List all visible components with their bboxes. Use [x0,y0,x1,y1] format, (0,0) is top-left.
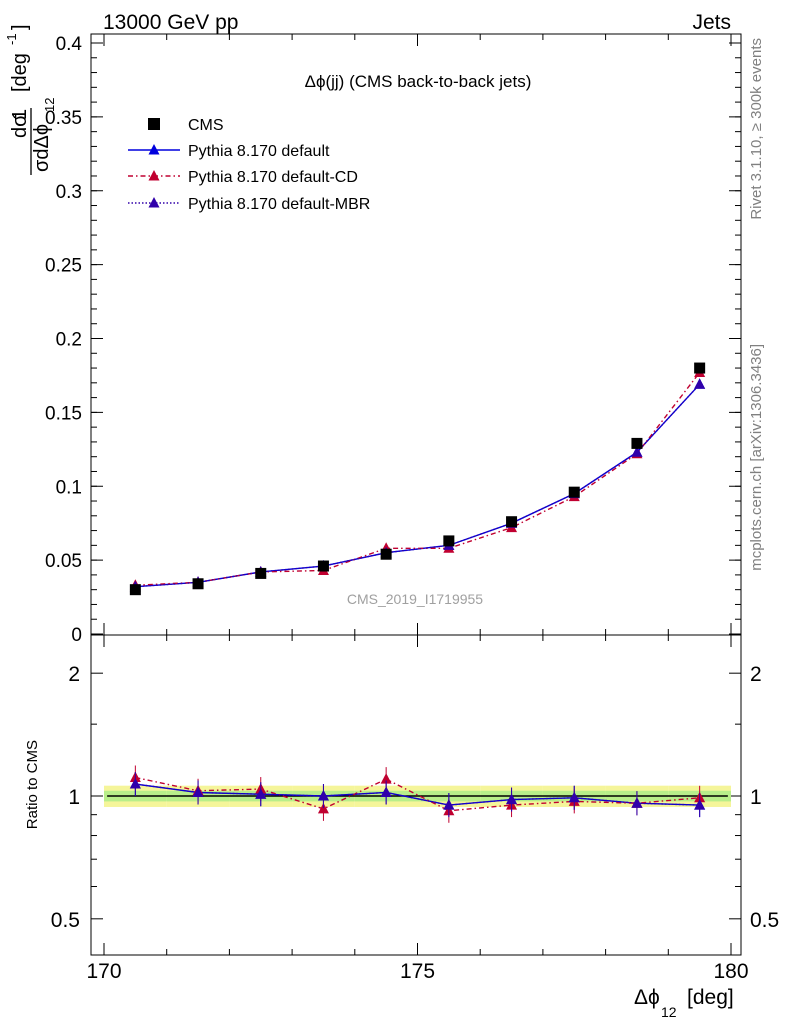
ratio-panel-frame [90,634,742,956]
main-series-line [135,383,701,588]
ratio-y-tick-label-right: 2 [750,663,762,686]
cms-data-point [631,437,643,449]
legend-marker-triangle [148,197,160,208]
y-label-frac-bottom: σdΔϕ [31,124,53,172]
ratio-series-point [255,788,267,799]
ratio-series-point [506,793,518,805]
ratio-y-tick-label-right: 0.5 [750,909,779,932]
cms-data-point [443,535,455,547]
ratio-series-point [129,778,141,789]
cms-data-point [317,560,329,572]
legend: CMS Pythia 8.170 default Pythia 8.170 defa… [128,117,370,213]
ratio-series-point [380,786,392,797]
ratio-series-line [135,783,700,806]
main-y-tick-label: 0.2 [56,330,82,351]
cms-data-point [380,548,392,560]
x-tick-label: 170 [86,960,121,983]
x-tick-label: 180 [713,960,748,983]
y-label-unit-close: ] [9,24,31,30]
main-y-tick-label: 0.1 [56,477,82,498]
ratio-y-tick-label: 0.5 [51,909,80,932]
analysis-watermark: CMS_2019_I1719955 [347,591,483,607]
legend-marker-triangle [148,144,160,155]
y-label-unit-exponent: -1 [4,33,19,45]
main-series-group [129,362,706,596]
ratio-series-point [317,802,329,814]
main-y-axis-label: 1 dσ σdΔϕ 12 [deg -1 ] [4,24,57,175]
main-y-tick-label: 0.25 [45,256,82,277]
ratio-y-tick-label-right: 1 [750,786,762,809]
ratio-series-point [694,799,706,810]
x-label-subscript: 12 [661,1004,677,1020]
cms-data-point [255,567,267,579]
y-label-frac-subscript: 12 [42,98,57,112]
main-axis-ticks: 0 0.05 0.1 0.15 0.2 0.25 0.3 0.35 0.4 [45,34,741,646]
x-label-unit: [deg] [687,986,734,1009]
cms-data-point [506,516,518,528]
main-series-point [694,378,706,389]
ratio-series-point [568,791,580,803]
main-plot-title: Δϕ(jj) (CMS back-to-back jets) [305,72,532,91]
main-y-tick-label: 0.3 [56,182,82,203]
cms-data-point [192,578,204,590]
header-process-label: Jets [692,11,731,34]
ratio-y-axis-label: Ratio to CMS [24,740,41,829]
ratio-series-point [380,773,392,784]
cms-data-point [568,486,580,498]
header-energy-label: 13000 GeV pp [103,11,238,34]
rivet-version-label: Rivet 3.1.10, ≥ 300k events [748,38,765,220]
ratio-y-tick-label: 1 [68,786,80,809]
ratio-series-point [443,799,455,810]
y-label-numerator: 1 [9,109,31,120]
x-label-symbol: Δϕ [634,986,660,1009]
main-y-tick-label: 0.05 [45,551,82,572]
legend-entry-label: Pythia 8.170 default-CD [188,169,358,186]
ratio-y-tick-label: 2 [68,663,80,686]
mcplots-source-label: mcplots.cern.ch [arXiv:1306.3436] [748,344,765,571]
legend-entry-label: CMS [188,117,224,134]
cms-data-point [129,584,141,596]
ratio-series-point [631,797,643,808]
main-series-point [631,446,643,457]
ratio-axis-ticks: 0.5 0.5 1 1 2 2 170 175 180 [51,635,779,983]
main-y-tick-label: 0.4 [56,34,83,55]
main-y-tick-label: 0.35 [45,108,82,129]
main-series-line [135,383,701,588]
main-series-line [135,372,701,586]
cms-data-point [694,362,706,374]
y-label-unit: [deg [9,53,31,92]
ratio-series-point [317,790,329,801]
legend-marker-triangle [148,170,160,181]
ratio-series-line [135,776,700,812]
legend-entry-label: Pythia 8.170 default [188,143,330,160]
main-y-tick-label: 0 [71,625,82,646]
x-tick-label: 175 [400,960,435,983]
x-axis-label: Δϕ 12 [deg] [634,986,734,1020]
y-label-frac-top: dσ [9,114,31,138]
ratio-series-group [129,765,706,823]
ratio-series-point [192,786,204,797]
legend-entry-label: Pythia 8.170 default-MBR [188,196,370,213]
legend-marker-cms [148,118,160,130]
main-y-tick-label: 0.15 [45,403,82,424]
